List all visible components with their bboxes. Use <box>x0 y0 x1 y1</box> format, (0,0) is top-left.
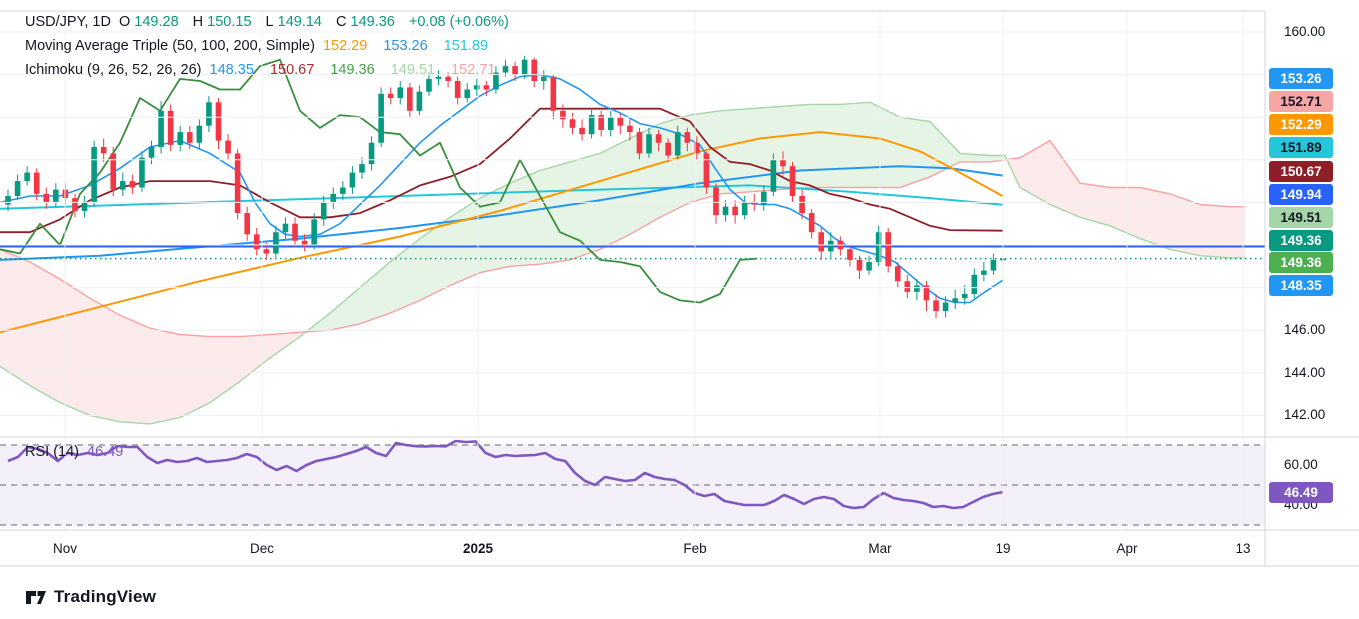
price-badge: 149.36 <box>1269 229 1333 251</box>
price-axis-label: 160.00 <box>1284 24 1326 39</box>
change-value: +0.08 (+0.06%) <box>408 14 509 30</box>
legend-row-ma-triple[interactable]: Moving Average Triple (50, 100, 200, Sim… <box>25 38 492 54</box>
price-badge: 148.35 <box>1269 274 1333 296</box>
price-axis-label: 144.00 <box>1284 365 1326 380</box>
low-value: 149.14 <box>277 14 322 30</box>
tradingview-logo-icon <box>26 591 46 604</box>
ma100-value: 153.26 <box>383 38 428 54</box>
rsi-value-badge: 46.49 <box>1269 481 1333 503</box>
close-value: 149.36 <box>350 14 395 30</box>
ma-indicator-name: Moving Average Triple (50, 100, 200, Sim… <box>25 38 315 54</box>
ichimoku-indicator-name: Ichimoku (9, 26, 52, 26, 26) <box>25 62 202 78</box>
legend-row-ichimoku[interactable]: Ichimoku (9, 26, 52, 26, 26) 148.35 150.… <box>25 62 499 78</box>
time-axis-label: 13 <box>1235 541 1251 556</box>
price-badge: 152.71 <box>1269 90 1333 112</box>
price-axis-label: 146.00 <box>1284 322 1326 337</box>
symbol-title: USD/JPY, 1D <box>25 14 111 30</box>
time-axis-label: Apr <box>1116 541 1138 556</box>
time-axis-label: 2025 <box>462 541 494 556</box>
open-label: O <box>119 14 131 30</box>
price-axis-label: 142.00 <box>1284 407 1326 422</box>
open-value: 149.28 <box>134 14 179 30</box>
brand-text: TradingView <box>54 587 157 606</box>
low-label: L <box>265 14 274 30</box>
time-axis-label: Mar <box>868 541 892 556</box>
ichimoku-leading-a-value: 149.51 <box>390 62 436 78</box>
price-badge: 151.89 <box>1269 136 1333 158</box>
price-badge: 153.26 <box>1269 67 1333 89</box>
price-badge: 149.51 <box>1269 206 1333 228</box>
rsi-value: 46.49 <box>87 444 124 460</box>
legend-row-rsi[interactable]: RSI (14) 46.49 <box>25 444 127 460</box>
time-axis-label: Nov <box>52 541 78 556</box>
close-label: C <box>336 14 347 30</box>
high-value: 150.15 <box>207 14 252 30</box>
brand-logo-link[interactable]: TradingView <box>25 586 156 608</box>
legend-row-symbol[interactable]: USD/JPY, 1D O 149.28 H 150.15 L 149.14 C 149… <box>25 14 513 30</box>
time-axis-label: Dec <box>249 541 275 556</box>
price-badge: 149.36 <box>1269 251 1333 273</box>
ma50-value: 152.29 <box>322 38 368 54</box>
ichimoku-conversion-value: 148.35 <box>209 62 254 78</box>
ichimoku-lagging-value: 149.36 <box>330 62 375 78</box>
price-badge: 152.29 <box>1269 113 1333 135</box>
time-axis-label: 19 <box>995 541 1011 556</box>
rsi-indicator-name: RSI (14) <box>25 444 79 460</box>
price-badge: 150.67 <box>1269 160 1333 182</box>
time-axis-label: Feb <box>683 541 707 556</box>
price-badge: 149.94 <box>1269 183 1333 205</box>
rsi-axis-label: 60.00 <box>1284 457 1318 472</box>
high-label: H <box>192 14 204 30</box>
ichimoku-base-value: 150.67 <box>269 62 315 78</box>
ma200-value: 151.89 <box>443 38 489 54</box>
ichimoku-leading-b-value: 152.71 <box>451 62 496 78</box>
